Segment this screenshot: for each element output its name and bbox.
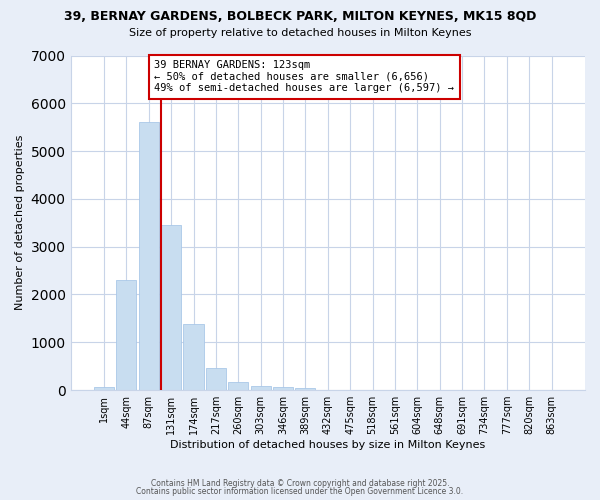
Bar	[139, 122, 159, 390]
Y-axis label: Number of detached properties: Number of detached properties	[15, 135, 25, 310]
Bar	[295, 388, 316, 390]
Text: 39 BERNAY GARDENS: 123sqm
← 50% of detached houses are smaller (6,656)
49% of se: 39 BERNAY GARDENS: 123sqm ← 50% of detac…	[154, 60, 454, 94]
Bar	[94, 386, 114, 390]
Bar	[228, 382, 248, 390]
Bar	[251, 386, 271, 390]
Text: Size of property relative to detached houses in Milton Keynes: Size of property relative to detached ho…	[129, 28, 471, 38]
Bar	[273, 387, 293, 390]
Bar	[161, 225, 181, 390]
X-axis label: Distribution of detached houses by size in Milton Keynes: Distribution of detached houses by size …	[170, 440, 485, 450]
Text: 39, BERNAY GARDENS, BOLBECK PARK, MILTON KEYNES, MK15 8QD: 39, BERNAY GARDENS, BOLBECK PARK, MILTON…	[64, 10, 536, 23]
Bar	[184, 324, 203, 390]
Bar	[206, 368, 226, 390]
Text: Contains HM Land Registry data © Crown copyright and database right 2025.: Contains HM Land Registry data © Crown c…	[151, 478, 449, 488]
Bar	[116, 280, 136, 390]
Text: Contains public sector information licensed under the Open Government Licence 3.: Contains public sector information licen…	[136, 487, 464, 496]
